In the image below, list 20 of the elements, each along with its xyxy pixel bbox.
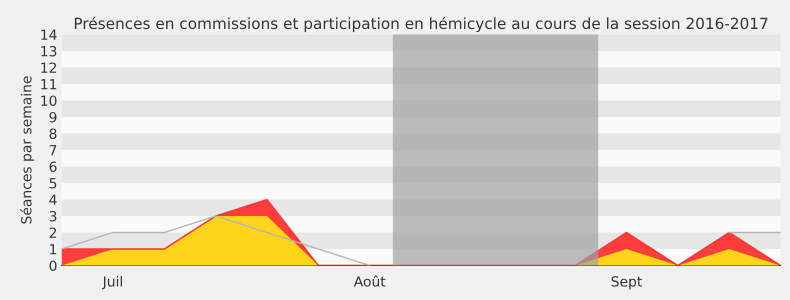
y-tick-label: 10	[41, 95, 57, 106]
y-tick-label: 12	[41, 62, 56, 73]
y-tick-label: 1	[50, 244, 56, 254]
y-tick-label: 2	[50, 227, 56, 238]
y-tick-label: 11	[41, 79, 56, 90]
y-tick-label: 4	[49, 194, 57, 205]
y-axis-title: Séances par semaine	[20, 76, 34, 224]
y-tick-label: 13	[41, 46, 56, 56]
x-tick-label: Sept	[612, 276, 642, 290]
y-tick-label: 14	[41, 30, 57, 40]
y-tick-label: 3	[50, 210, 56, 222]
x-tick-label: Juil	[102, 276, 122, 290]
chart-title: Présences en commissions et participation en hémicycle au cours de la session 2016-2017	[74, 16, 768, 32]
y-tick-label: 5	[50, 178, 56, 188]
y-tick-label: 7	[50, 145, 56, 156]
y-tick-label: 0	[50, 260, 57, 271]
y-tick-label: 8	[50, 128, 57, 139]
x-tick-label: Août	[354, 275, 386, 287]
y-tick-label: 9	[49, 112, 56, 122]
y-tick-label: 6	[50, 161, 57, 172]
